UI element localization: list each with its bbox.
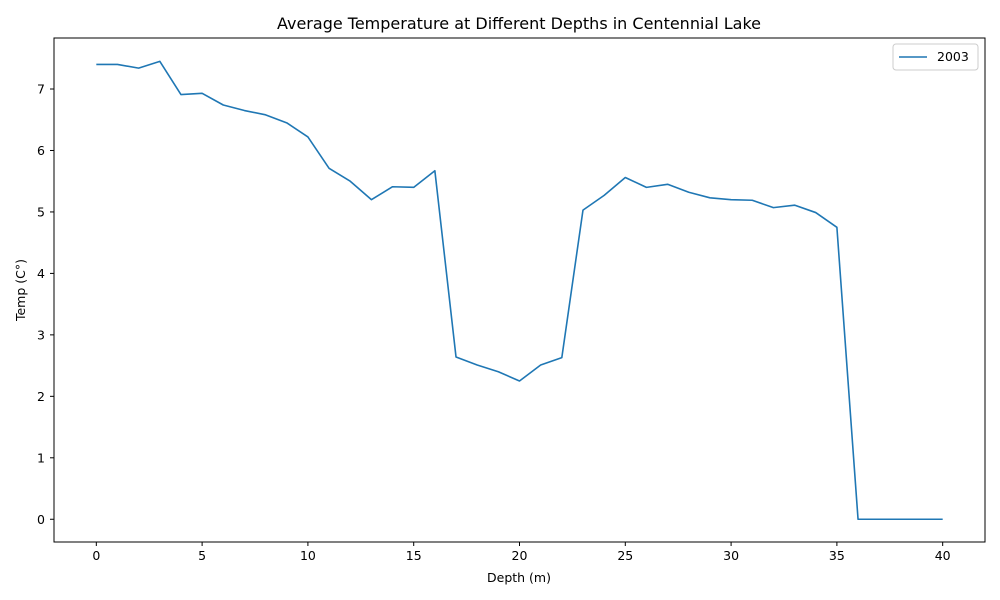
data-point <box>180 94 182 96</box>
data-point <box>138 67 140 69</box>
data-point <box>815 212 817 214</box>
data-point <box>286 122 288 124</box>
legend: 2003 <box>892 43 979 71</box>
data-point <box>265 114 267 116</box>
x-tick-label: 15 <box>406 548 422 563</box>
data-point <box>96 64 98 66</box>
data-point <box>455 356 457 358</box>
data-point <box>307 136 309 138</box>
x-tick-label: 30 <box>723 548 739 563</box>
y-tick-label: 1 <box>37 450 45 465</box>
data-point <box>434 170 436 172</box>
y-tick-label: 0 <box>37 512 45 527</box>
y-tick-label: 2 <box>37 389 45 404</box>
data-point <box>603 195 605 197</box>
y-tick-label: 5 <box>37 204 45 219</box>
plot-area <box>53 37 986 543</box>
x-axis: 0 5 10 15 20 25 30 35 40 <box>92 542 951 563</box>
legend-box <box>892 43 979 71</box>
series-layer <box>96 60 944 521</box>
data-point <box>921 518 923 520</box>
y-tick-label: 3 <box>37 327 45 342</box>
data-point <box>667 183 669 185</box>
y-axis-label: Temp (C°) <box>13 259 28 322</box>
data-point <box>688 191 690 193</box>
data-point <box>900 518 902 520</box>
x-tick-label: 10 <box>300 548 316 563</box>
data-point <box>328 168 330 170</box>
data-point <box>222 104 224 106</box>
data-point <box>751 199 753 201</box>
x-tick-label: 40 <box>935 548 951 563</box>
y-tick-label: 4 <box>37 266 45 281</box>
data-point <box>646 187 648 189</box>
y-tick-label: 7 <box>37 82 45 97</box>
y-tick-label: 6 <box>37 143 45 158</box>
data-point <box>201 93 203 95</box>
data-point <box>773 207 775 209</box>
data-point <box>392 186 394 188</box>
x-axis-label: Depth (m) <box>487 570 551 585</box>
data-point <box>519 380 521 382</box>
data-point <box>878 518 880 520</box>
data-point <box>836 227 838 229</box>
data-point <box>498 371 500 373</box>
data-point <box>794 204 796 206</box>
data-point <box>349 180 351 182</box>
data-point <box>624 177 626 179</box>
data-point <box>730 199 732 201</box>
data-point <box>582 209 584 211</box>
data-point <box>117 64 119 66</box>
x-tick-label: 25 <box>617 548 633 563</box>
x-tick-label: 35 <box>829 548 845 563</box>
chart-title: Average Temperature at Different Depths … <box>277 14 761 33</box>
x-tick-label: 20 <box>512 548 528 563</box>
data-point <box>942 518 944 520</box>
x-tick-label: 0 <box>92 548 100 563</box>
data-point <box>159 61 161 63</box>
series-line-2003 <box>96 60 943 521</box>
data-point <box>709 197 711 199</box>
x-tick-label: 5 <box>198 548 206 563</box>
data-point <box>857 518 859 520</box>
data-point <box>371 199 373 201</box>
legend-label-2003: 2003 <box>937 49 969 64</box>
data-point <box>476 364 478 366</box>
data-point <box>540 364 542 366</box>
data-point <box>244 110 246 112</box>
data-point <box>413 187 415 189</box>
y-axis: 0 1 2 3 4 5 6 7 <box>37 82 54 527</box>
data-point <box>561 357 563 359</box>
